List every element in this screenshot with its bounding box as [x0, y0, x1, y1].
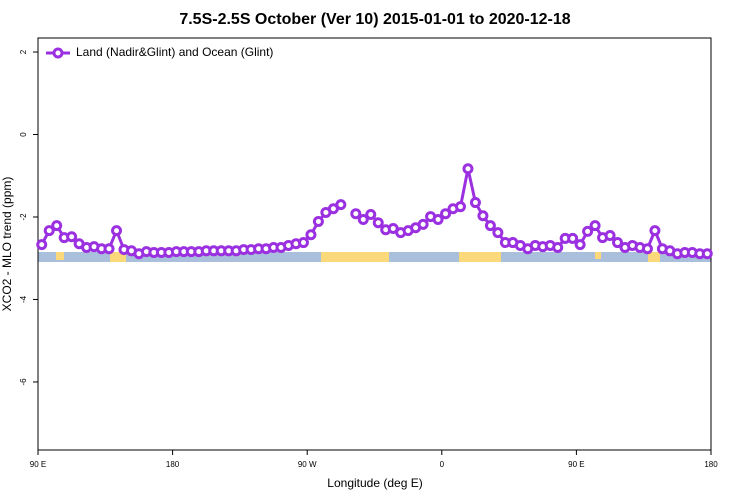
x-tick-label: 90 W	[298, 460, 317, 469]
data-point	[51, 220, 63, 232]
data-point	[66, 231, 78, 243]
data-point	[454, 201, 466, 213]
legend-marker	[52, 47, 64, 59]
y-axis-label: XCO2 - MLO trend (ppm)	[0, 177, 14, 312]
data-point	[604, 230, 616, 242]
data-point	[641, 243, 653, 255]
data-point	[111, 225, 123, 237]
data-point	[649, 225, 661, 237]
data-point	[477, 210, 489, 222]
y-tick-label: -4	[19, 295, 28, 303]
data-point	[335, 199, 347, 211]
x-axis-label: Longitude (deg E)	[327, 476, 422, 490]
legend-label: Land (Nadir&Glint) and Ocean (Glint)	[76, 45, 273, 59]
data-point	[36, 239, 48, 251]
data-point	[297, 237, 309, 249]
x-tick-label: 90 E	[30, 460, 46, 469]
chart-title: 7.5S-2.5S October (Ver 10) 2015-01-01 to…	[179, 11, 570, 28]
y-tick-label: 2	[19, 49, 28, 54]
x-tick-label: 90 E	[568, 460, 584, 469]
land-ocean-strip	[38, 252, 711, 262]
data-point	[552, 242, 564, 254]
data-point	[103, 243, 115, 255]
data-point	[589, 220, 601, 232]
x-tick-label: 180	[704, 460, 718, 469]
x-tick-label: 180	[166, 460, 180, 469]
data-point	[312, 216, 324, 228]
data-point	[469, 197, 481, 209]
data-point	[462, 163, 474, 175]
data-point	[574, 239, 586, 251]
data-point	[357, 213, 369, 225]
data-point	[417, 218, 429, 230]
data-point	[582, 225, 594, 237]
data-point	[440, 208, 452, 220]
data-point	[612, 237, 624, 249]
data-point	[567, 232, 579, 244]
data-point	[350, 208, 362, 220]
data-point	[701, 248, 713, 260]
y-tick-label: -2	[19, 213, 28, 221]
data-point	[492, 227, 504, 239]
y-tick-label: -6	[19, 378, 28, 386]
data-point	[372, 217, 384, 229]
y-tick-label: 0	[19, 132, 28, 137]
data-point	[305, 229, 317, 241]
x-tick-label: 0	[440, 460, 445, 469]
legend: Land (Nadir&Glint) and Ocean (Glint)	[46, 45, 273, 59]
plot-frame	[37, 37, 712, 451]
data-point	[484, 220, 496, 232]
data-point	[43, 225, 55, 237]
data-point	[432, 213, 444, 225]
data-point	[365, 209, 377, 221]
